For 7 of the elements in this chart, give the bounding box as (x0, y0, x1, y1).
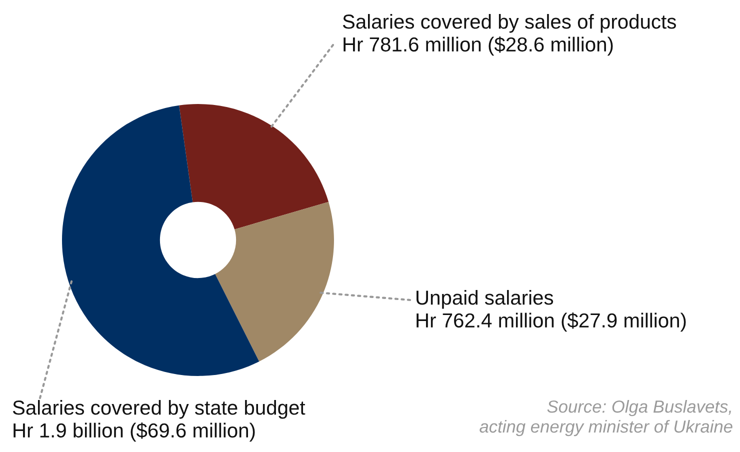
data-label: Hr 1.9 billion ($69.6 million) (14, 422, 255, 442)
data-label: Hr 781.6 million ($28.6 million) (344, 36, 613, 56)
source-note: Source: Olga Buslavets, acting energy minister of Ukraine (480, 400, 732, 436)
slice-label: Salaries covered by state budget (12, 400, 306, 419)
slice-label: Unpaid salaries (416, 290, 554, 309)
data-label: Hr 762.4 million ($27.9 million) (416, 312, 686, 332)
slice-label: Salaries covered by sales of products (342, 14, 676, 33)
